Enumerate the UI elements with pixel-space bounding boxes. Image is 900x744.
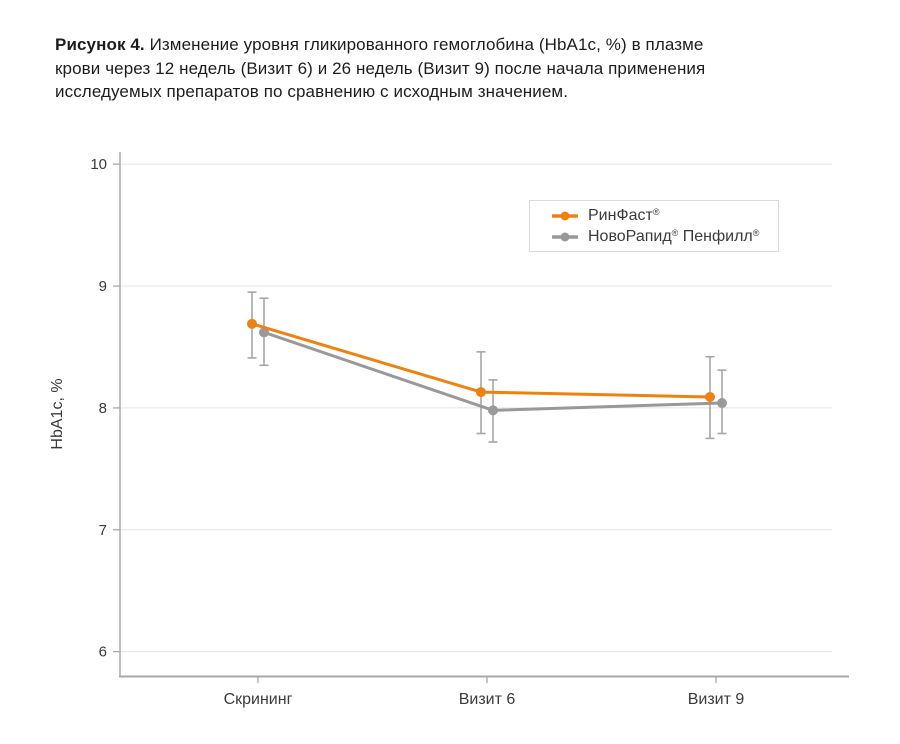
legend-marker-icon xyxy=(552,211,578,220)
figure-caption-line3: исследуемых препаратов по сравнению с ис… xyxy=(55,82,569,101)
data-point xyxy=(259,327,269,338)
y-tick-label: 9 xyxy=(99,278,107,295)
data-point xyxy=(488,405,498,416)
x-tick-label: Визит 6 xyxy=(459,691,516,708)
y-tick-label: 6 xyxy=(99,644,107,661)
y-tick-label: 8 xyxy=(99,400,107,417)
x-tick-label: Визит 9 xyxy=(688,691,745,708)
plot-area: 10 9 8 7 6 Скрининг Визит 6 Визит 9 xyxy=(90,152,849,708)
registered-trademark-symbol: ® xyxy=(652,206,660,217)
data-point xyxy=(247,318,257,329)
legend-item: НовоРапид® Пенфилл® xyxy=(552,228,778,246)
data-point xyxy=(476,387,486,398)
legend-item-label: НовоРапид® Пенфилл® xyxy=(588,227,760,245)
y-tick-label: 10 xyxy=(90,156,107,173)
legend-marker-icon xyxy=(552,232,578,241)
figure-caption: Рисунок 4. Изменение уровня гликированно… xyxy=(55,33,855,104)
chart-legend: РинФаст® НовоРапид® Пенфилл® xyxy=(529,200,779,252)
figure-caption-line1: Изменение уровня гликированного гемоглоб… xyxy=(149,35,704,54)
registered-trademark-symbol: ® xyxy=(671,227,679,238)
x-tick-label: Скрининг xyxy=(224,691,293,708)
y-tick-label: 7 xyxy=(99,522,107,539)
data-point xyxy=(717,398,727,409)
y-axis-title: HbA1c, % xyxy=(49,378,66,449)
data-point xyxy=(705,391,715,402)
figure-caption-line2: крови через 12 недель (Визит 6) и 26 нед… xyxy=(55,58,706,78)
registered-trademark-symbol: ® xyxy=(752,227,760,238)
legend-item: РинФаст® xyxy=(552,207,778,225)
legend-item-label: РинФаст® xyxy=(588,206,660,224)
figure-caption-number: Рисунок 4. xyxy=(55,35,145,54)
